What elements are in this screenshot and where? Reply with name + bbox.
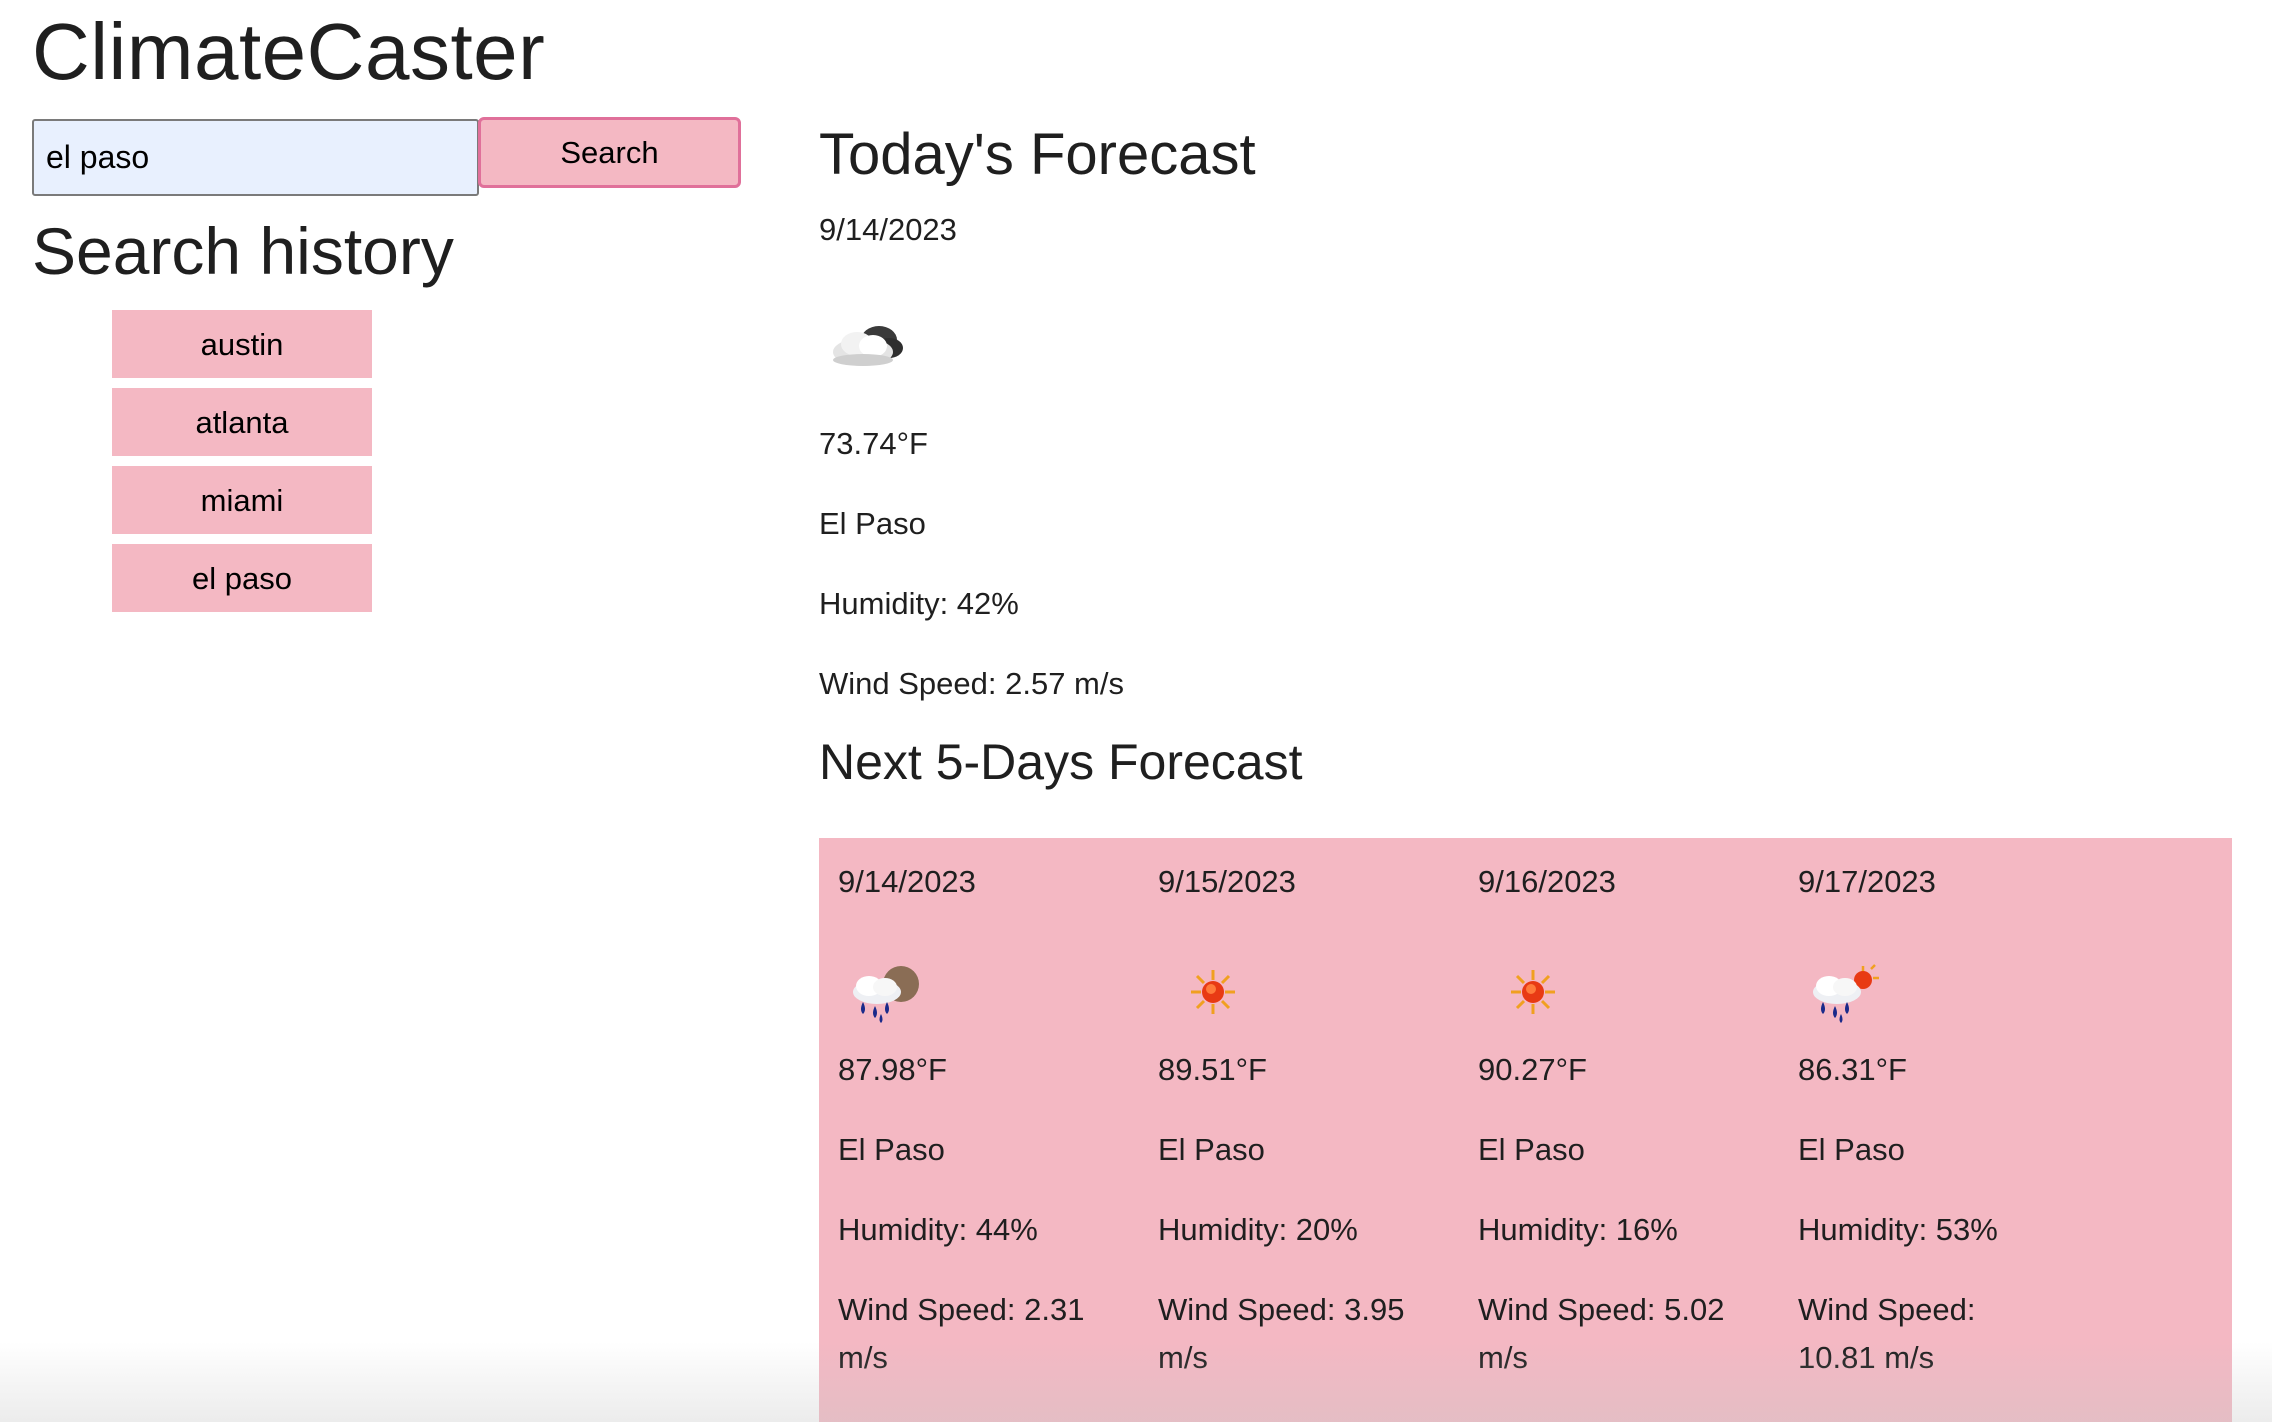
history-item-atlanta[interactable]: atlanta [112,388,372,456]
day-temperature: 89.51°F [1158,1052,1267,1087]
day-wind-line-1: Wind Speed: 2.31 [838,1292,1085,1327]
day-date: 9/16/2023 [1478,864,1616,899]
history-item-miami[interactable]: miami [112,466,372,534]
rain-cloud-icon [853,966,919,1023]
day-date: 9/17/2023 [1798,864,1936,899]
day-wind-line-2: m/s [1158,1340,1208,1375]
day-humidity: Humidity: 44% [838,1212,1038,1247]
partly-cloudy-icon [833,326,903,366]
day-city: El Paso [1478,1132,1585,1167]
day-wind-line-1: Wind Speed: [1798,1292,1976,1327]
day-wind-line-2: m/s [838,1340,888,1375]
today-wind: Wind Speed: 2.57 m/s [819,666,1124,701]
today-city: El Paso [819,506,926,541]
day-date: 9/14/2023 [838,864,976,899]
history-item-el-paso[interactable]: el paso [112,544,372,612]
day-humidity: Humidity: 16% [1478,1212,1678,1247]
day-humidity: Humidity: 20% [1158,1212,1358,1247]
today-temperature: 73.74°F [819,426,928,461]
day-city: El Paso [1158,1132,1265,1167]
day-humidity: Humidity: 53% [1798,1212,1998,1247]
rain-sun-icon [1813,964,1879,1023]
search-input[interactable] [32,119,479,196]
day-wind: Wind Speed: 2.31 m/s [838,1286,1118,1382]
today-humidity: Humidity: 42% [819,586,1019,621]
day-wind: Wind Speed: 5.02 m/s [1478,1286,1758,1382]
search-button[interactable]: Search [478,117,741,188]
today-date: 9/14/2023 [819,212,957,247]
sun-icon [1191,970,1235,1014]
sun-icon [1511,970,1555,1014]
day-wind-line-1: Wind Speed: 3.95 [1158,1292,1405,1327]
day-wind: Wind Speed: 3.95 m/s [1158,1286,1438,1382]
day-city: El Paso [1798,1132,1905,1167]
day-wind: Wind Speed: 10.81 m/s [1798,1286,2078,1382]
search-history-list: austin atlanta miami el paso [112,310,372,622]
search-history-heading: Search history [32,214,454,288]
today-heading: Today's Forecast [819,122,1256,187]
day-temperature: 86.31°F [1798,1052,1907,1087]
day-wind-line-2: 10.81 m/s [1798,1340,1935,1375]
today-forecast: Today's Forecast 9/14/2023 73.74°F El Pa… [819,120,2119,701]
day-date: 9/15/2023 [1158,864,1296,899]
day-temperature: 90.27°F [1478,1052,1587,1087]
five-day-heading: Next 5-Days Forecast [819,734,1303,790]
day-wind-line-2: m/s [1478,1340,1528,1375]
history-item-austin[interactable]: austin [112,310,372,378]
app-title: ClimateCaster [32,7,546,96]
day-temperature: 87.98°F [838,1052,947,1087]
day-wind-line-1: Wind Speed: 5.02 [1478,1292,1725,1327]
day-city: El Paso [838,1132,945,1167]
five-day-forecast-panel: 9/14/2023 87.98°F El Paso Humidity: 44% … [819,838,2232,1422]
